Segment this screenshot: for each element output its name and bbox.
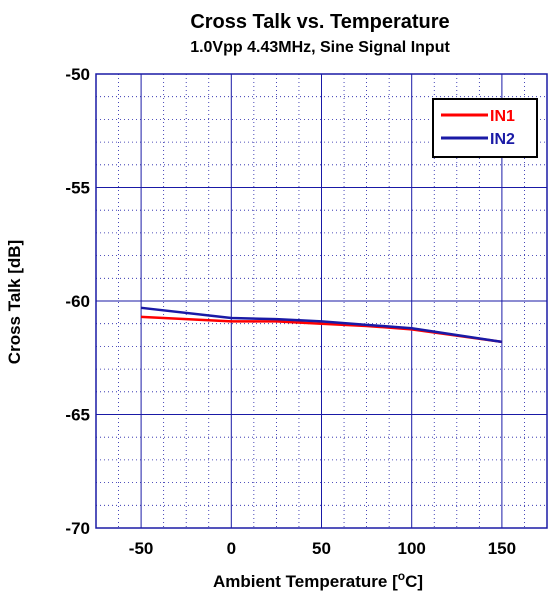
x-tick-label: 100 [398, 539, 426, 558]
legend-label-in1: IN1 [490, 108, 515, 125]
y-tick-labels: -50 -55 -60 -65 -70 [65, 65, 90, 538]
x-tick-label: 150 [488, 539, 516, 558]
y-tick-label: -70 [65, 519, 90, 538]
legend-label-in2: IN2 [490, 131, 515, 148]
y-axis-label: Cross Talk [dB] [5, 240, 24, 364]
chart-subtitle: 1.0Vpp 4.43MHz, Sine Signal Input [190, 39, 450, 56]
x-tick-label: 50 [312, 539, 331, 558]
y-tick-label: -55 [65, 179, 90, 198]
y-tick-label: -50 [65, 65, 90, 84]
legend: IN1 IN2 [432, 98, 538, 158]
series-layer [140, 306, 503, 344]
series-line-in2 [140, 306, 503, 344]
chart-title: Cross Talk vs. Temperature [190, 11, 449, 33]
x-axis-label: Ambient Temperature [oC] [213, 569, 423, 591]
legend-box [432, 98, 538, 158]
x-tick-labels: -50 0 50 100 150 [129, 539, 516, 558]
x-tick-label: -50 [129, 539, 154, 558]
plot-frame [95, 73, 548, 529]
y-tick-label: -65 [65, 406, 90, 425]
x-tick-label: 0 [227, 539, 236, 558]
y-tick-label: -60 [65, 292, 90, 311]
